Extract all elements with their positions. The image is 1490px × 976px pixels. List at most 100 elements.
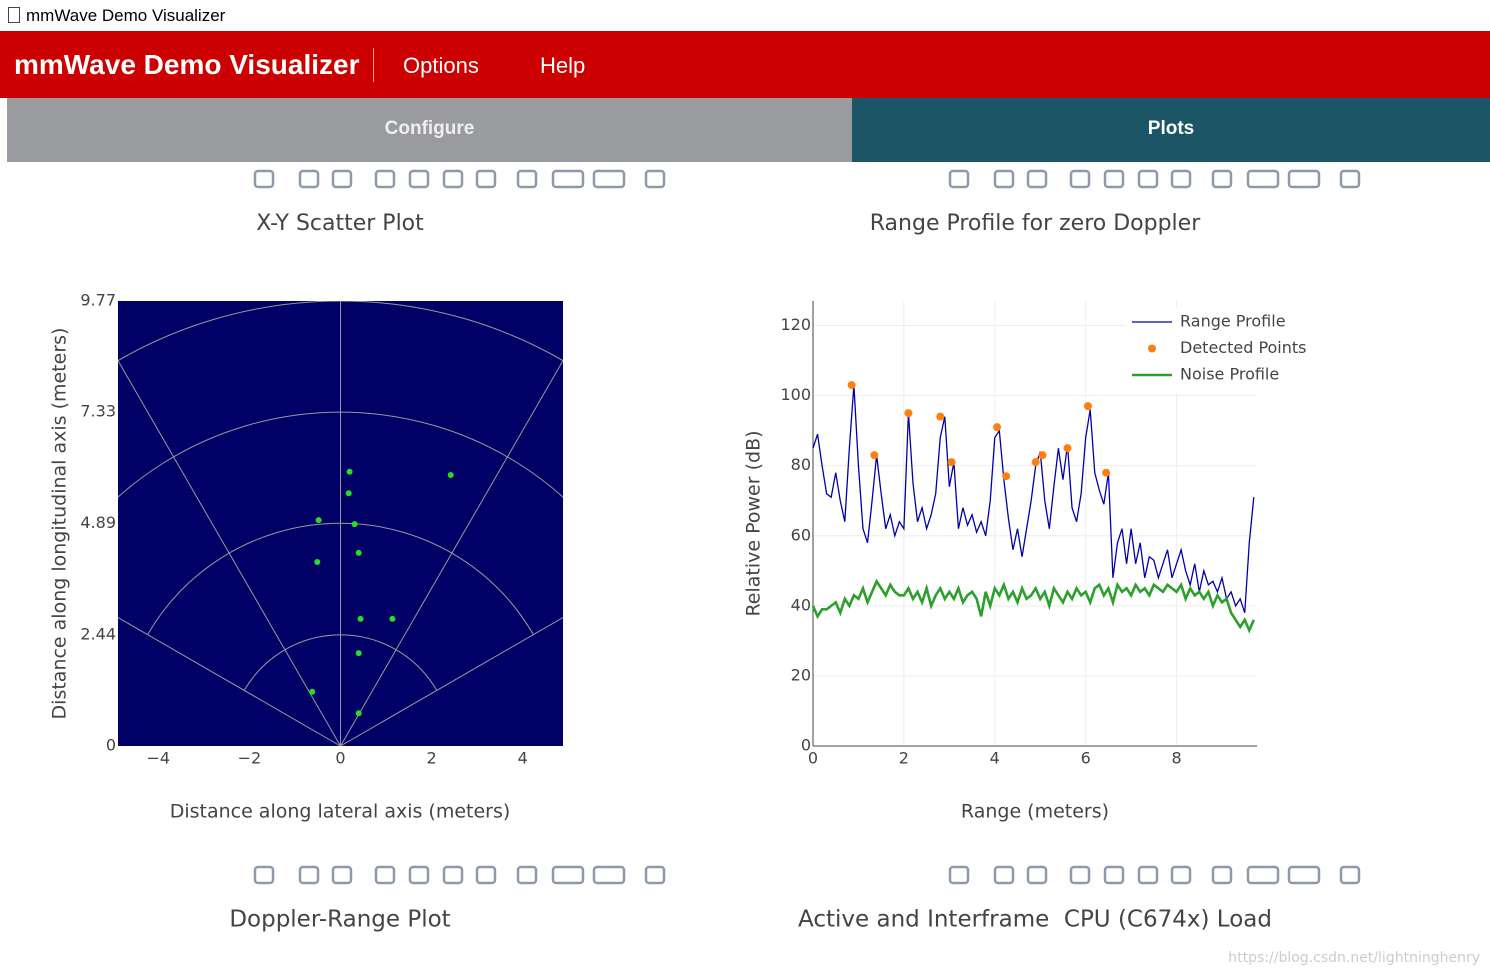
y-axis-label: Distance along longitudinal axis (meters…: [49, 328, 71, 720]
panel-title: Active and Interframe CPU (C674x) Load: [798, 907, 1272, 933]
chart-title: Range Profile for zero Doppler: [870, 211, 1201, 236]
x-tick-label: 8: [1171, 749, 1181, 768]
x-tick-label: 2: [899, 749, 909, 768]
toolbar-button[interactable]: [1211, 865, 1233, 885]
data-point: [355, 549, 362, 556]
data-point: [1031, 458, 1040, 467]
toolbar-button[interactable]: [331, 169, 353, 189]
toolbar-button[interactable]: [948, 169, 970, 189]
y-tick-label: 4.89: [80, 513, 116, 532]
toolbar-button[interactable]: [1026, 865, 1048, 885]
toolbar-button[interactable]: [374, 865, 396, 885]
range-arc: [243, 634, 438, 691]
data-point: [993, 423, 1002, 432]
toolbar-button[interactable]: [1137, 865, 1159, 885]
toolbar-button[interactable]: [551, 169, 585, 189]
toolbar-button[interactable]: [592, 865, 626, 885]
data-point: [346, 468, 353, 475]
data-point: [870, 451, 879, 460]
toolbar-button[interactable]: [551, 865, 585, 885]
y-tick-label: 100: [780, 385, 811, 404]
toolbar-button[interactable]: [516, 169, 538, 189]
x-tick-label: −4: [147, 749, 171, 768]
range-arc: [118, 301, 563, 362]
y-tick-label: 40: [791, 595, 811, 614]
toolbar-button[interactable]: [1246, 169, 1280, 189]
radial-line: [340, 359, 563, 746]
toolbar-button[interactable]: [1339, 865, 1361, 885]
toolbar-button[interactable]: [253, 865, 275, 885]
y-axis-label: Relative Power (dB): [743, 430, 765, 616]
toolbar-button[interactable]: [442, 865, 464, 885]
toolbar-button[interactable]: [1137, 169, 1159, 189]
x-tick-label: 4: [990, 749, 1000, 768]
y-tick-label: 120: [780, 315, 811, 334]
toolbar-button[interactable]: [592, 169, 626, 189]
toolbar-button[interactable]: [1069, 169, 1091, 189]
series-line: [811, 578, 1256, 634]
toolbar-button[interactable]: [644, 865, 666, 885]
toolbar-button[interactable]: [1103, 865, 1125, 885]
x-tick-label: −2: [238, 749, 262, 768]
menu-item[interactable]: Help: [540, 53, 586, 78]
data-point: [355, 710, 362, 717]
data-point: [936, 412, 945, 421]
x-tick-label: 6: [1081, 749, 1091, 768]
toolbar-button[interactable]: [1170, 865, 1192, 885]
radial-line: [340, 616, 563, 746]
toolbar-button[interactable]: [1246, 865, 1280, 885]
data-point: [351, 521, 358, 528]
toolbar-button[interactable]: [644, 169, 666, 189]
y-tick-label: 0: [801, 736, 811, 755]
toolbar-button[interactable]: [1287, 865, 1321, 885]
range-arc: [118, 411, 563, 498]
y-tick-label: 80: [791, 455, 811, 474]
toolbar-button[interactable]: [1069, 865, 1091, 885]
toolbar-button[interactable]: [948, 865, 970, 885]
legend-symbol: [1148, 344, 1156, 353]
document-icon: [8, 7, 20, 23]
menu-item[interactable]: Options: [403, 53, 479, 78]
x-axis-label: Distance along lateral axis (meters): [170, 801, 511, 823]
toolbar-button[interactable]: [442, 169, 464, 189]
window-title-bar: mmWave Demo Visualizer: [0, 0, 1490, 31]
toolbar-button[interactable]: [1211, 169, 1233, 189]
data-point: [355, 650, 362, 657]
toolbar-button[interactable]: [253, 169, 275, 189]
data-point: [315, 517, 322, 524]
tab[interactable]: Configure: [7, 98, 852, 162]
toolbar-button[interactable]: [1026, 169, 1048, 189]
y-tick-label: 0: [106, 736, 116, 755]
watermark: https://blog.csdn.net/lightninghenry: [1228, 950, 1480, 966]
data-point: [389, 615, 396, 622]
toolbar-button[interactable]: [993, 865, 1015, 885]
toolbar-button[interactable]: [408, 169, 430, 189]
toolbar-button[interactable]: [374, 169, 396, 189]
data-point: [904, 409, 913, 418]
y-tick-label: 2.44: [80, 624, 116, 643]
data-point: [1038, 451, 1047, 460]
data-point: [357, 615, 364, 622]
y-tick-label: 7.33: [80, 402, 116, 421]
toolbar-button[interactable]: [516, 865, 538, 885]
toolbar-button[interactable]: [475, 169, 497, 189]
toolbar-button[interactable]: [993, 169, 1015, 189]
data-point: [1002, 472, 1011, 481]
toolbar-button[interactable]: [1170, 169, 1192, 189]
toolbar-button[interactable]: [1103, 169, 1125, 189]
toolbar-button[interactable]: [1339, 169, 1361, 189]
toolbar-button[interactable]: [1287, 169, 1321, 189]
toolbar-button[interactable]: [298, 169, 320, 189]
tab-active[interactable]: Plots: [852, 98, 1490, 162]
legend-label: Noise Profile: [1180, 365, 1279, 384]
toolbar-button[interactable]: [298, 865, 320, 885]
legend-label: Detected Points: [1180, 338, 1307, 357]
toolbar-button[interactable]: [331, 865, 353, 885]
toolbar-button[interactable]: [408, 865, 430, 885]
legend-label: Range Profile: [1180, 312, 1286, 331]
toolbar-button[interactable]: [475, 865, 497, 885]
data-point: [1083, 402, 1092, 411]
brand[interactable]: mmWave Demo Visualizer: [14, 48, 375, 82]
